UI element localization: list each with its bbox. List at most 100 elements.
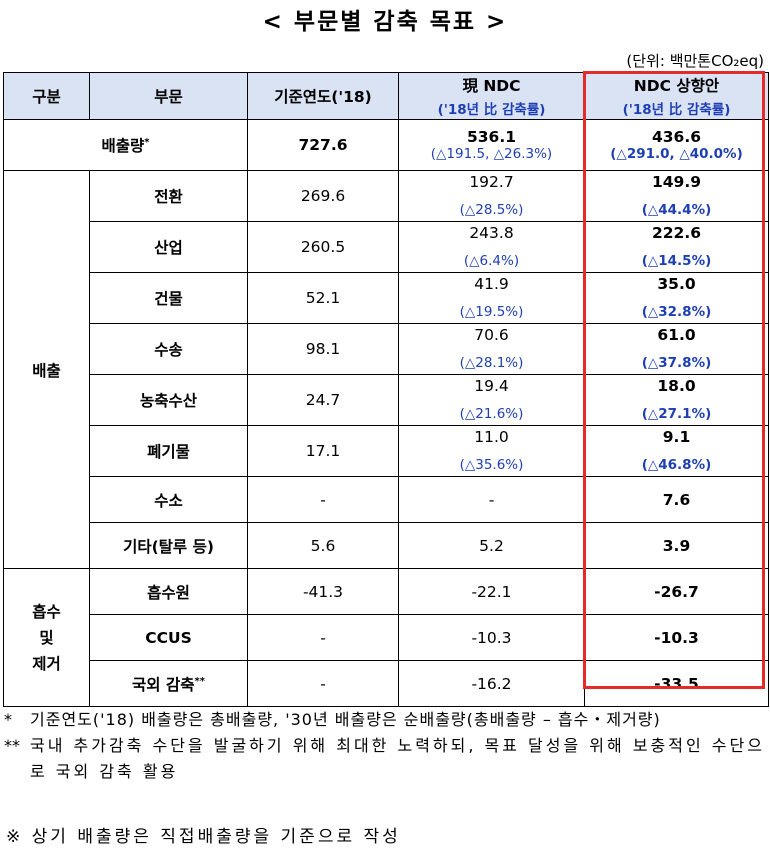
total-mark: * [144, 136, 150, 148]
cur-rate: (△19.5%) [459, 304, 524, 320]
total-base: 727.6 [247, 119, 399, 171]
emission-row: 수소 - -7.6 [4, 476, 769, 523]
emission-row: 농축수산 24.7 19.4 (△21.6%) 18.0 (△27.1%) [4, 374, 769, 426]
new-value: 149.9 [651, 173, 702, 191]
new-stack: 222.6 (△14.5%) [585, 222, 768, 272]
new-cell: 7.6 [584, 476, 769, 523]
base-value: 98.1 [247, 323, 399, 375]
sector-name: 산업 [89, 221, 248, 273]
cur-value: 11.0 [474, 428, 509, 446]
header-row: 구분 부문 기준연도('18) 現 NDC ('18년 比 감축률) NDC 상향… [3, 72, 769, 120]
emission-row: 건물 52.1 41.9 (△19.5%) 35.0 (△32.8%) [4, 272, 769, 324]
new-value: -10.3 [584, 614, 769, 661]
cur-cell: 70.6 (△28.1%) [398, 323, 585, 375]
footnotes: * 기준연도('18) 배출량은 총배출량, '30년 배출량은 순배출량(총배… [4, 707, 770, 785]
cur-cell: 41.9 (△19.5%) [398, 272, 585, 324]
new-value: -33.5 [584, 660, 769, 707]
base-value: 260.5 [247, 221, 399, 273]
total-cur-cell: 536.1 (△191.5, △26.3%) [398, 119, 585, 171]
note-3: ※ 상기 배출량은 직접배출량을 기준으로 작성 [6, 827, 401, 847]
base-value: - [247, 614, 399, 661]
group-absorb-line: 및 [39, 628, 54, 647]
note-1: * 기준연도('18) 배출량은 총배출량, '30년 배출량은 순배출량(총배… [4, 707, 770, 733]
new-rate: (△37.8%) [641, 355, 712, 371]
header-cur-label: 現 NDC [462, 77, 521, 95]
sector-name: 수송 [89, 323, 248, 375]
emission-body: 배출 전환 269.6 192.7 (△28.5%) 149.9 (△44.4%) 산업 260… [3, 170, 769, 569]
new-cell: 222.6 (△14.5%) [584, 221, 769, 273]
new-cell: 61.0 (△37.8%) [584, 323, 769, 375]
unit-label: (단위: 백만톤CO₂eq) [626, 52, 764, 70]
new-value: 18.0 [657, 377, 696, 395]
cur-value: 70.6 [474, 326, 509, 344]
cur-cell: - [398, 476, 585, 523]
new-cell: 3.9 [584, 522, 769, 569]
cur-rate: (△6.4%) [463, 253, 520, 269]
cur-cell: 243.8 (△6.4%) [398, 221, 585, 273]
new-cell: 9.1 (△46.8%) [584, 425, 769, 477]
note-2: ** 국내 추가감축 수단을 발굴하기 위해 최대한 노력하되, 목표 달성을 … [4, 733, 770, 785]
sector-name: 수소 [89, 476, 248, 523]
cur-stack: 70.6 (△28.1%) [399, 324, 584, 374]
cur-cell: 5.2 [398, 522, 585, 569]
new-rate: (△46.8%) [641, 457, 712, 473]
note-2-text: 국내 추가감축 수단을 발굴하기 위해 최대한 노력하되, 목표 달성을 위해 … [30, 736, 765, 781]
cur-value: 19.4 [474, 377, 509, 395]
cur-cell: 19.4 (△21.6%) [398, 374, 585, 426]
cur-stack: 19.4 (△21.6%) [399, 375, 584, 425]
total-cur-rate: (△191.5, △26.3%) [430, 146, 553, 162]
cur-stack: 192.7 (△28.5%) [399, 171, 584, 221]
cur-rate: (△28.5%) [459, 202, 524, 218]
base-value: - [247, 476, 399, 523]
absorb-body: 흡수 및 제거 흡수원 -41.3 -22.1 -26.7 CCUS - -10.3 -10.3 국외… [3, 568, 769, 707]
total-label-cell: 배출량* [3, 119, 248, 171]
header-cur: 現 NDC ('18년 比 감축률) [398, 72, 585, 120]
new-stack: 18.0 (△27.1%) [585, 375, 768, 425]
sector-name-cell: 흡수원 [89, 568, 248, 615]
group-absorb-line: 제거 [32, 654, 61, 673]
header-new-sub: ('18년 比 감축률) [622, 102, 731, 118]
new-value: 61.0 [657, 326, 696, 344]
total-label: 배출량 [101, 137, 145, 155]
emission-row: 수송 98.1 70.6 (△28.1%) 61.0 (△37.8%) [4, 323, 769, 375]
sector-name: 기타(탈루 등) [89, 522, 248, 569]
cur-value: -22.1 [398, 568, 585, 615]
new-stack: 35.0 (△32.8%) [585, 273, 768, 323]
header-new-label: NDC 상향안 [633, 77, 720, 95]
base-value: 5.6 [247, 522, 399, 569]
note-1-mark: * [4, 710, 12, 729]
cur-value: 41.9 [474, 275, 509, 293]
header-cur-sub: ('18년 比 감축률) [437, 102, 546, 118]
new-value: 9.1 [662, 428, 691, 446]
cur-cell: 192.7 (△28.5%) [398, 170, 585, 222]
page-title: < 부문별 감축 목표 > [262, 9, 508, 35]
cur-rate: (△35.6%) [459, 457, 524, 473]
base-value: -41.3 [247, 568, 399, 615]
cur-rate: (△28.1%) [459, 355, 524, 371]
total-row: 배출량* 727.6 536.1 (△191.5, △26.3%) 436.6 (△… [3, 119, 769, 171]
cur-value: 243.8 [469, 224, 514, 242]
header-base: 기준연도('18) [247, 72, 399, 120]
new-cell: 149.9 (△44.4%) [584, 170, 769, 222]
sector-name: 폐기물 [89, 425, 248, 477]
header-new: NDC 상향안 ('18년 比 감축률) [584, 72, 769, 120]
absorb-row: CCUS - -10.3 -10.3 [4, 614, 769, 661]
new-cell: 35.0 (△32.8%) [584, 272, 769, 324]
new-value: 222.6 [651, 224, 702, 242]
emission-row: 폐기물 17.1 11.0 (△35.6%) 9.1 (△46.8%) [4, 425, 769, 477]
cur-value: -10.3 [398, 614, 585, 661]
new-stack: 149.9 (△44.4%) [585, 171, 768, 221]
new-value: -26.7 [584, 568, 769, 615]
sector-mark: ** [194, 675, 205, 687]
cur-stack: 243.8 (△6.4%) [399, 222, 584, 272]
reduction-table: 구분 부문 기준연도('18) 現 NDC ('18년 比 감축률) NDC 상향… [3, 72, 769, 707]
header-gubun: 구분 [3, 72, 90, 120]
sector-name: CCUS [145, 628, 192, 647]
group-absorb-line: 흡수 [32, 602, 61, 621]
sector-name: 국외 감축 [132, 675, 195, 694]
sector-name: 전환 [89, 170, 248, 222]
header-bumun: 부문 [89, 72, 248, 120]
total-cur: 536.1 [466, 128, 517, 146]
sector-name-cell: 국외 감축** [89, 660, 248, 707]
